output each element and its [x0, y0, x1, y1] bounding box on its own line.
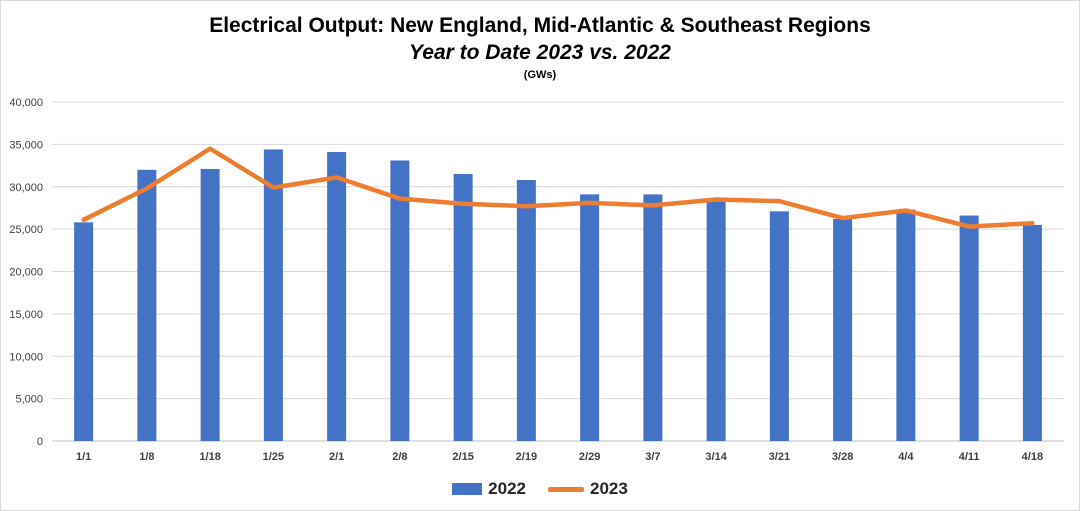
x-tick-label: 3/14 — [705, 451, 727, 463]
x-tick-label: 4/11 — [959, 451, 980, 463]
bar-2022 — [580, 194, 600, 441]
bar-2022 — [959, 215, 979, 441]
x-tick-label: 3/21 — [769, 451, 790, 463]
y-tick-label: 40,000 — [9, 97, 43, 109]
x-tick-label: 2/15 — [452, 451, 473, 463]
x-tick-label: 4/4 — [898, 451, 914, 463]
x-tick-label: 2/29 — [579, 451, 600, 463]
bar-2022 — [896, 209, 916, 441]
bar-2022 — [643, 194, 663, 441]
bar-2022 — [516, 179, 536, 441]
bar-2022 — [137, 169, 157, 442]
y-tick-label: 10,000 — [9, 351, 43, 363]
y-tick-label: 25,000 — [9, 224, 43, 236]
x-tick-label: 1/8 — [139, 451, 154, 463]
chart-units: (GWs) — [523, 69, 557, 81]
x-tick-label: 3/7 — [645, 451, 660, 463]
bar-2022 — [390, 160, 410, 442]
x-tick-label: 1/18 — [199, 451, 220, 463]
legend-swatch-2023 — [548, 486, 584, 492]
chart-subtitle: Year to Date 2023 vs. 2022 — [409, 41, 671, 64]
legend-item-2022: 2022 — [452, 479, 526, 499]
bar-2022 — [453, 174, 473, 441]
bar-2022 — [1022, 224, 1042, 441]
x-tick-label: 2/8 — [392, 451, 407, 463]
y-tick-label: 15,000 — [9, 309, 43, 321]
legend-label-2023: 2023 — [590, 479, 628, 498]
bar-2022 — [769, 211, 789, 441]
chart-legend: 2022 2023 — [1, 479, 1079, 499]
chart-title-block: Electrical Output: New England, Mid-Atla… — [1, 13, 1079, 82]
y-tick-label: 20,000 — [9, 267, 43, 279]
x-tick-label: 3/28 — [832, 451, 853, 463]
legend-item-2023: 2023 — [548, 479, 628, 499]
x-tick-label: 2/1 — [329, 451, 344, 463]
bar-2022 — [263, 149, 283, 441]
x-tick-label: 4/18 — [1022, 451, 1043, 463]
line-2023 — [81, 146, 1035, 229]
chart-title: Electrical Output: New England, Mid-Atla… — [209, 14, 871, 37]
y-tick-label: 5,000 — [15, 394, 43, 406]
legend-label-2022: 2022 — [488, 479, 526, 498]
y-tick-label: 30,000 — [9, 182, 43, 194]
x-tick-label: 1/1 — [76, 451, 91, 463]
legend-swatch-2022 — [452, 483, 483, 495]
bar-2022 — [74, 222, 94, 441]
bar-2022 — [706, 200, 726, 441]
bar-2022 — [833, 218, 853, 441]
bar-2022 — [327, 152, 347, 441]
x-tick-label: 2/19 — [516, 451, 537, 463]
bar-2022 — [200, 168, 220, 441]
x-tick-label: 1/25 — [263, 451, 284, 463]
y-tick-label: 35,000 — [9, 139, 43, 151]
y-tick-label: 0 — [37, 436, 43, 448]
